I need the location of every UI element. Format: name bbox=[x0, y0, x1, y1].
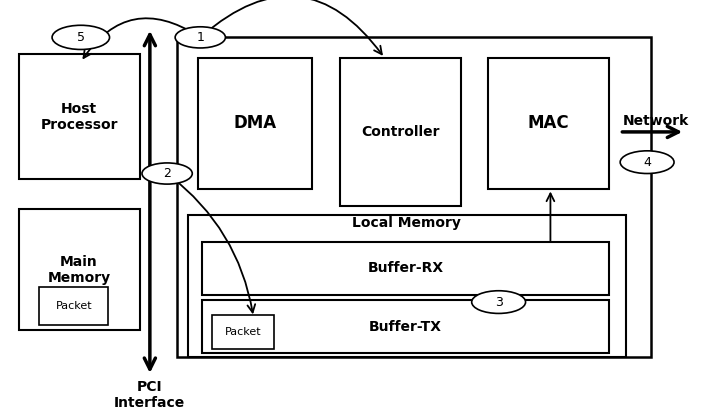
Bar bbox=[188, 215, 626, 357]
Text: DMA: DMA bbox=[233, 114, 277, 133]
Text: Local Memory: Local Memory bbox=[352, 216, 461, 230]
Bar bbox=[489, 58, 609, 189]
Text: Buffer-TX: Buffer-TX bbox=[369, 320, 442, 334]
Bar bbox=[198, 58, 312, 189]
Text: 1: 1 bbox=[197, 31, 204, 44]
Text: Packet: Packet bbox=[56, 301, 92, 311]
Text: MAC: MAC bbox=[528, 114, 570, 133]
Bar bbox=[340, 58, 460, 206]
Ellipse shape bbox=[52, 25, 109, 50]
Text: PCI
Interface: PCI Interface bbox=[114, 380, 185, 410]
Bar bbox=[18, 209, 140, 330]
Text: 2: 2 bbox=[163, 167, 171, 180]
Ellipse shape bbox=[175, 27, 226, 48]
Text: Packet: Packet bbox=[225, 328, 262, 337]
Bar bbox=[212, 315, 274, 349]
Bar bbox=[202, 242, 609, 294]
Text: Network: Network bbox=[623, 114, 689, 128]
Ellipse shape bbox=[472, 291, 525, 313]
Text: Controller: Controller bbox=[361, 125, 439, 139]
Text: Host
Processor: Host Processor bbox=[40, 102, 118, 132]
Text: Main
Memory: Main Memory bbox=[47, 255, 111, 285]
Bar bbox=[39, 287, 109, 325]
Text: Buffer-RX: Buffer-RX bbox=[367, 261, 443, 275]
Ellipse shape bbox=[620, 151, 674, 173]
Bar bbox=[202, 300, 609, 353]
Ellipse shape bbox=[142, 163, 192, 184]
Bar bbox=[178, 38, 651, 357]
Text: 4: 4 bbox=[643, 156, 651, 169]
Text: 5: 5 bbox=[77, 31, 85, 44]
Bar bbox=[18, 55, 140, 179]
Text: 3: 3 bbox=[495, 296, 503, 309]
